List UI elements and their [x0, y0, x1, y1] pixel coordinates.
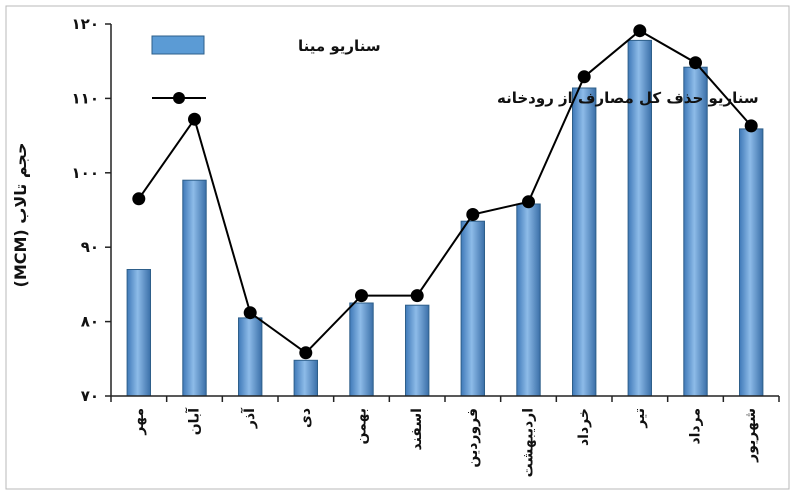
- x-tick-label-2: آبان: [185, 407, 203, 435]
- y-axis-title: حجم تالاب (MCM): [11, 143, 30, 288]
- x-tick-label-10: تیر: [632, 408, 648, 429]
- bar-3: [238, 317, 263, 397]
- line-series: [137, 29, 752, 355]
- bar-12: [739, 128, 764, 397]
- legend-bar-label: سناریو مینا: [298, 37, 381, 55]
- x-tick-label-7: فروردین: [465, 408, 481, 468]
- line-point-7: [466, 208, 480, 221]
- bar-4: [293, 359, 319, 397]
- x-tick-label-4: دی: [298, 408, 314, 428]
- line-point-3: [243, 306, 257, 320]
- legend-line-marker: [173, 92, 185, 104]
- bar-6: [405, 304, 430, 397]
- y-tick-label-90: ۹۰: [81, 238, 99, 256]
- legend: سناریو مینا سناریو حذف کل مصارف از رودخا…: [151, 35, 759, 107]
- line-point-1: [132, 192, 146, 206]
- bar-7: [460, 220, 486, 397]
- legend-line-label: سناریو حذف کل مصارف از رودخانه: [497, 89, 759, 107]
- x-tick-label-3: آذر: [240, 407, 258, 429]
- y-tick-label-110: ۱۱۰: [72, 89, 99, 107]
- x-tick-label-11: مرداد: [688, 408, 704, 445]
- x-tick-label-12: شهریور: [743, 408, 759, 463]
- x-ticks: مهر آبان آذر دی بهمن اسفند فروردین اردیبهشت خردا…: [110, 396, 780, 477]
- bar-9: [572, 87, 597, 397]
- x-tick-label-1: مهر: [131, 408, 147, 436]
- y-tick-label-120: ۱۲۰: [72, 15, 99, 33]
- line-point-11: [689, 56, 702, 70]
- y-tick-label-80: ۸۰: [81, 313, 99, 331]
- line-point-4: [299, 346, 313, 360]
- line-point-2: [188, 112, 201, 126]
- line-point-8: [522, 195, 535, 209]
- x-tick-label-9: خرداد: [576, 408, 592, 446]
- y-ticks: ۷۰ ۸۰ ۹۰ ۱۰۰ ۱۱۰ ۱۲۰: [72, 15, 111, 405]
- line-point-5: [355, 289, 368, 303]
- line-point-10: [633, 24, 647, 38]
- x-tick-label-5: بهمن: [354, 408, 370, 444]
- x-tick-label-6: اسفند: [409, 408, 425, 450]
- bar-5: [349, 302, 374, 397]
- plot-area: [126, 24, 764, 397]
- chart-frame: [5, 5, 790, 490]
- line-point-6: [410, 289, 424, 303]
- bar-8: [516, 203, 541, 397]
- bar-2: [182, 179, 207, 397]
- line-point-12: [744, 119, 758, 133]
- legend-bar-swatch: [151, 35, 205, 55]
- line-point-9: [577, 70, 591, 84]
- y-tick-label-70: ۷۰: [81, 387, 99, 405]
- x-tick-label-8: اردیبهشت: [521, 408, 537, 477]
- bar-1: [126, 269, 151, 397]
- y-tick-label-100: ۱۰۰: [72, 164, 99, 182]
- bar-11: [683, 66, 708, 397]
